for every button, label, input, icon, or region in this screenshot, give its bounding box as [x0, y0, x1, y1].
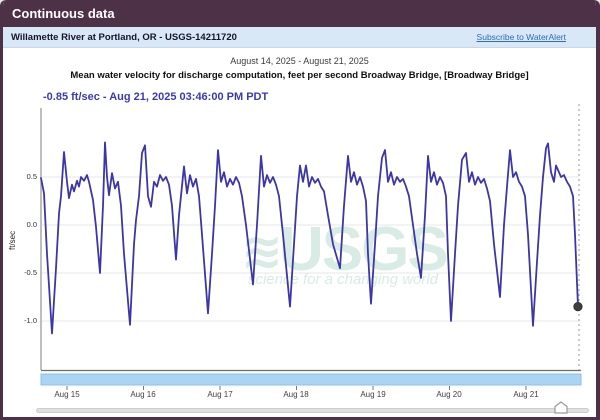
velocity-chart[interactable]: ≋ USGS science for a changing world ft/sec… [3, 100, 600, 420]
x-tick-label: Aug 18 [283, 390, 309, 399]
y-tick-label: -1.0 [24, 316, 37, 325]
velocity-data-line[interactable] [40, 141, 579, 335]
y-tick-label: -0.5 [24, 268, 37, 277]
time-range-brush-bar[interactable] [40, 373, 582, 386]
chart-title: Mean water velocity for discharge comput… [70, 70, 529, 81]
y-tick-label: 0.0 [26, 220, 37, 229]
usgs-watermark-wave-icon: ≋ [241, 223, 283, 279]
latest-value-dot[interactable] [573, 302, 583, 312]
x-tick-label: Aug 15 [54, 390, 80, 399]
x-tick-label: Aug 17 [207, 390, 233, 399]
subscribe-wateralert-link[interactable]: Subscribe to WaterAlert [476, 32, 566, 42]
panel-title: Continuous data [3, 0, 596, 27]
x-tick-label: Aug 19 [360, 390, 386, 399]
y-tick-label: 0.5 [26, 172, 37, 181]
time-range-slider-track[interactable] [36, 408, 589, 413]
site-bar: Willamette River at Portland, OR - USGS-… [3, 27, 596, 48]
x-tick-label: Aug 16 [130, 390, 156, 399]
latest-value-readout: -0.85 ft/sec - Aug 21, 2025 03:46:00 PM … [43, 91, 269, 103]
x-tick-label: Aug 20 [436, 390, 462, 399]
x-tick-label: Aug 21 [513, 390, 539, 399]
site-name: Willamette River at Portland, OR - USGS-… [11, 31, 237, 43]
chart-date-range: August 14, 2025 - August 21, 2025 [230, 56, 369, 66]
usgs-watermark-tagline: science for a changing world [248, 271, 439, 288]
time-range-slider-handle[interactable] [554, 401, 568, 414]
y-axis-title: ft/sec [8, 230, 17, 250]
